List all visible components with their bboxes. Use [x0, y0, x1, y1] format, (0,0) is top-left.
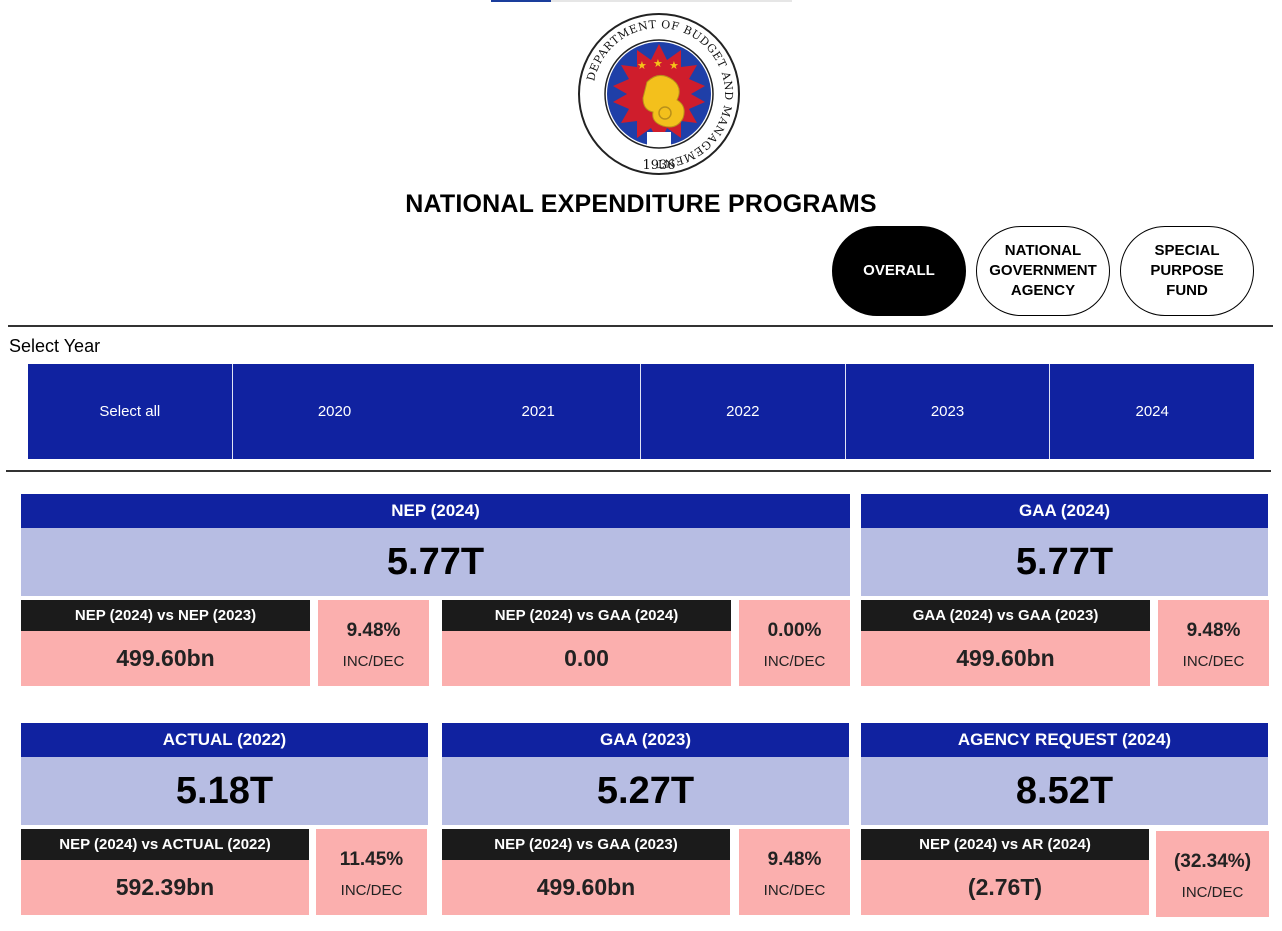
card-agency-request-value: 8.52T [861, 757, 1268, 825]
svg-text:★: ★ [669, 59, 679, 72]
tab-overall[interactable]: OVERALL [832, 226, 966, 316]
cmp-value: (2.76T) [967, 874, 1043, 900]
pct-value: (32.34%) [1173, 851, 1252, 872]
pct-label: INC/DEC [763, 882, 826, 899]
tab-special-purpose-fund[interactable]: SPECIAL PURPOSE FUND [1120, 226, 1254, 316]
year-option-2020[interactable]: 2020 [317, 403, 352, 420]
year-option-2021[interactable]: 2021 [436, 364, 642, 459]
tab-overall-label: OVERALL [863, 262, 935, 279]
dbm-seal-icon: ★ ★ ★ [578, 13, 740, 175]
cmp-label: NEP (2024) vs GAA (2024) [442, 600, 731, 631]
card-nep-title: NEP (2024) [21, 494, 850, 528]
cmp-value: 499.60bn [116, 645, 215, 671]
tab-national-government-agency[interactable]: NATIONAL GOVERNMENT AGENCY [976, 226, 1110, 316]
page-title: NATIONAL EXPENDITURE PROGRAMS [405, 190, 877, 218]
top-scroll-indicator [491, 0, 792, 2]
select-year-label: Select Year [9, 336, 101, 356]
pct-value: 9.48% [767, 849, 822, 870]
cmp-label: NEP (2024) vs NEP (2023) [21, 600, 310, 631]
svg-text:★: ★ [653, 57, 663, 70]
cmp-gaa-vs-gaa-prev: GAA (2024) vs GAA (2023) 499.60bn [861, 600, 1150, 686]
cmp-nep-vs-actual: NEP (2024) vs ACTUAL (2022) 592.39bn [21, 829, 309, 915]
pct-nep-vs-nep-prev: 9.48% INC/DEC [318, 600, 429, 686]
card-actual-value: 5.18T [21, 757, 428, 825]
pct-nep-vs-ar: (32.34%) INC/DEC [1156, 831, 1269, 917]
year-option-2022[interactable]: 2022 [641, 364, 846, 459]
card-nep: NEP (2024) 5.77T [21, 494, 850, 596]
card-actual: ACTUAL (2022) 5.18T [21, 723, 428, 825]
card-gaa-prev-title: GAA (2023) [442, 723, 849, 757]
card-nep-value: 5.77T [21, 528, 850, 596]
pct-gaa-vs-gaa-prev: 9.48% INC/DEC [1158, 600, 1269, 686]
card-gaa-prev-value: 5.27T [442, 757, 849, 825]
year-slicer: Select all 2020 2021 2022 2023 2024 [28, 364, 1254, 459]
divider-top [8, 325, 1273, 327]
cmp-label: NEP (2024) vs GAA (2023) [442, 829, 730, 860]
pct-nep-vs-gaa-prev: 9.48% INC/DEC [739, 829, 850, 915]
pct-value: 11.45% [339, 849, 404, 870]
pct-nep-vs-gaa: 0.00% INC/DEC [739, 600, 850, 686]
divider-mid [6, 470, 1271, 472]
svg-text:★: ★ [637, 59, 647, 72]
cmp-nep-vs-ar: NEP (2024) vs AR (2024) (2.76T) [861, 829, 1149, 915]
cmp-label: GAA (2024) vs GAA (2023) [861, 600, 1150, 631]
cmp-value: 592.39bn [115, 874, 215, 900]
pct-value: 9.48% [1186, 620, 1241, 641]
card-gaa: GAA (2024) 5.77T [861, 494, 1268, 596]
cmp-nep-vs-nep-prev: NEP (2024) vs NEP (2023) 499.60bn [21, 600, 310, 686]
pct-value: 0.00% [767, 620, 822, 641]
card-gaa-prev: GAA (2023) 5.27T [442, 723, 849, 825]
pct-label: INC/DEC [342, 653, 405, 670]
year-option-2024[interactable]: 2024 [1135, 403, 1169, 420]
pct-label: INC/DEC [1182, 653, 1245, 670]
card-agency-request-title: AGENCY REQUEST (2024) [861, 723, 1268, 757]
year-option-2023[interactable]: 2023 [846, 364, 1051, 459]
tab-nga-label: NATIONAL GOVERNMENT AGENCY [989, 242, 1097, 299]
cmp-value: 499.60bn [536, 874, 636, 900]
pct-label: INC/DEC [1181, 884, 1244, 901]
card-agency-request: AGENCY REQUEST (2024) 8.52T [861, 723, 1268, 825]
year-option-select-all[interactable]: Select all [28, 364, 233, 459]
card-gaa-title: GAA (2024) [861, 494, 1268, 528]
card-gaa-value: 5.77T [861, 528, 1268, 596]
cmp-value: 0.00 [564, 645, 609, 671]
pct-label: INC/DEC [763, 653, 826, 670]
cmp-label: NEP (2024) vs ACTUAL (2022) [21, 829, 309, 860]
pct-label: INC/DEC [340, 882, 403, 899]
cmp-nep-vs-gaa: NEP (2024) vs GAA (2024) 0.00 [442, 600, 731, 686]
pct-value: 9.48% [346, 620, 401, 641]
tab-spf-label: SPECIAL PURPOSE FUND [1150, 242, 1224, 299]
cmp-value: 499.60bn [956, 645, 1055, 671]
cmp-label: NEP (2024) vs AR (2024) [861, 829, 1149, 860]
cmp-nep-vs-gaa-prev: NEP (2024) vs GAA (2023) 499.60bn [442, 829, 730, 915]
card-actual-title: ACTUAL (2022) [21, 723, 428, 757]
pct-nep-vs-actual: 11.45% INC/DEC [316, 829, 427, 915]
